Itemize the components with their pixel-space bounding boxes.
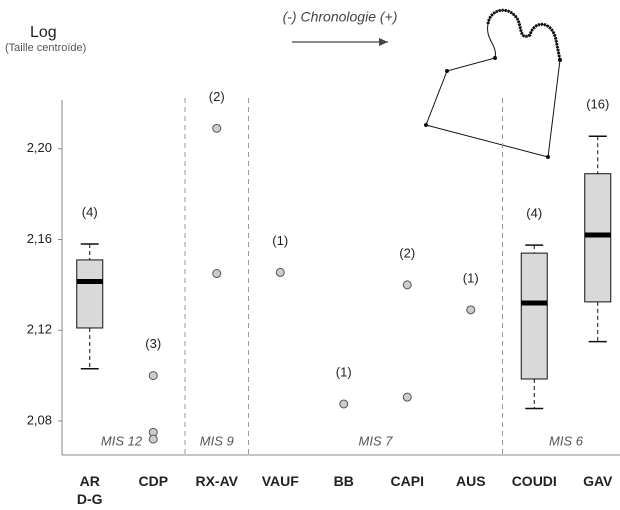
x-tick-label-line: AUS [456, 473, 486, 489]
count-label: (1) [463, 270, 479, 285]
y-tick-label: 2,16 [27, 231, 52, 246]
x-tick-label-line: RX-AV [195, 473, 238, 489]
point [212, 269, 222, 279]
box [520, 252, 548, 380]
x-tick-label-line: CDP [138, 473, 168, 489]
outline-shape-edge [486, 8, 562, 61]
x-tick-label-line: GAV [583, 473, 613, 489]
group-label: MIS 9 [200, 433, 234, 448]
chart-subtitle: (Taille centroïde) [5, 42, 86, 54]
y-tick-label: 2,20 [27, 140, 52, 155]
x-tick-label-line: VAUF [262, 473, 300, 489]
outline-shape [425, 9, 561, 158]
count-label: (4) [82, 204, 98, 219]
x-tick-label: VAUF [262, 473, 300, 489]
box [76, 259, 104, 329]
x-tick-label-line: BB [334, 473, 354, 489]
count-label: (2) [209, 89, 225, 104]
x-tick-label-line: CAPI [391, 473, 424, 489]
point [148, 434, 158, 444]
group-label: MIS 7 [359, 433, 394, 448]
chart-title: Log [30, 24, 57, 41]
x-tick-label: AR D-G [77, 473, 103, 507]
count-label: (4) [526, 206, 542, 221]
x-tick-label: RX-AV [195, 473, 238, 489]
point [402, 392, 412, 402]
group-label: MIS 6 [549, 433, 584, 448]
landmarks [424, 56, 562, 159]
annotation: (-) Chronologie (+) [283, 9, 398, 25]
arrow [292, 38, 388, 46]
point [212, 123, 222, 133]
x-tick-label-line: AR [80, 473, 100, 489]
count-label: (3) [145, 336, 161, 351]
group-label: MIS 12 [101, 433, 143, 448]
x-tick-label: GAV [583, 473, 613, 489]
count-label: (1) [336, 364, 352, 379]
count-label: (1) [272, 233, 288, 248]
x-tick-label: CDP [138, 473, 168, 489]
x-tick-label: COUDI [512, 473, 557, 489]
point [339, 399, 349, 409]
count-label: (2) [399, 245, 415, 260]
point [466, 305, 476, 315]
x-tick-label: BB [334, 473, 354, 489]
box [584, 173, 612, 303]
point [148, 371, 158, 381]
x-tick-label-line: D-G [77, 491, 103, 507]
x-tick-label: CAPI [391, 473, 424, 489]
point [275, 267, 285, 277]
y-tick-label: 2,12 [27, 322, 52, 337]
y-tick-label: 2,08 [27, 412, 52, 427]
x-tick-label-line: COUDI [512, 473, 557, 489]
count-label: (16) [586, 97, 609, 112]
x-tick-label: AUS [456, 473, 486, 489]
point [402, 280, 412, 290]
